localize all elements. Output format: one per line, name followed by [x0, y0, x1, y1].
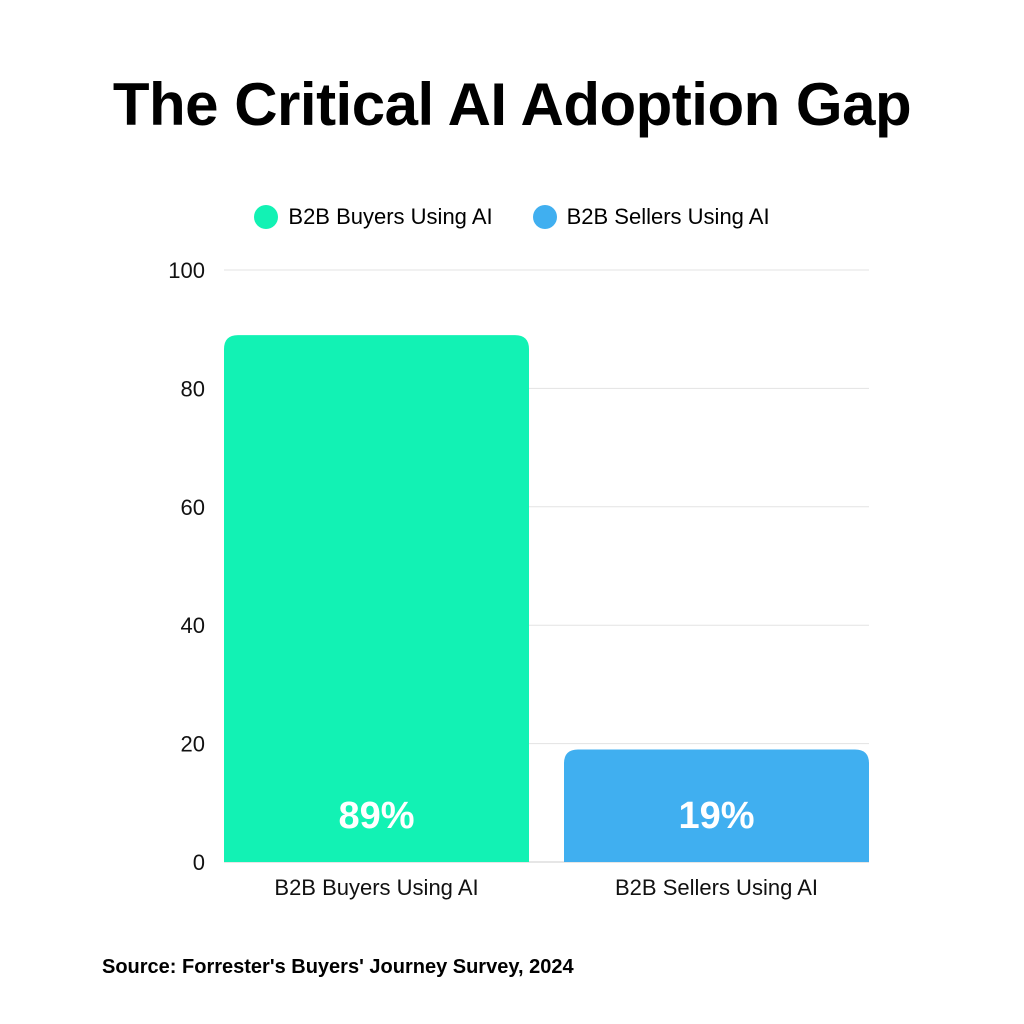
chart-title: The Critical AI Adoption Gap: [112, 71, 912, 138]
bar-0: [224, 335, 529, 862]
y-tick-label-80: 80: [181, 376, 205, 401]
source-note: Source: Forrester's Buyers' Journey Surv…: [102, 956, 574, 978]
chart-legend: B2B Buyers Using AI B2B Sellers Using AI: [0, 204, 1024, 230]
legend-swatch-sellers: [532, 205, 557, 229]
legend-item-buyers: B2B Buyers Using AI: [254, 204, 493, 230]
legend-item-sellers: B2B Sellers Using AI: [532, 204, 770, 230]
y-tick-label-20: 20: [181, 732, 205, 757]
y-tick-label-0: 0: [193, 850, 205, 875]
y-tick-label-40: 40: [181, 613, 205, 638]
data-label-1: 19%: [678, 795, 754, 837]
x-tick-label-0: B2B Buyers Using AI: [274, 875, 478, 900]
x-tick-label-1: B2B Sellers Using AI: [615, 875, 818, 900]
bar-1: [564, 749, 869, 862]
legend-swatch-buyers: [254, 205, 279, 229]
y-tick-label-100: 100: [168, 258, 205, 283]
y-tick-label-60: 60: [181, 495, 205, 520]
legend-label-buyers: B2B Buyers Using AI: [288, 204, 493, 229]
data-label-0: 89%: [338, 795, 414, 837]
legend-label-sellers: B2B Sellers Using AI: [566, 204, 770, 229]
